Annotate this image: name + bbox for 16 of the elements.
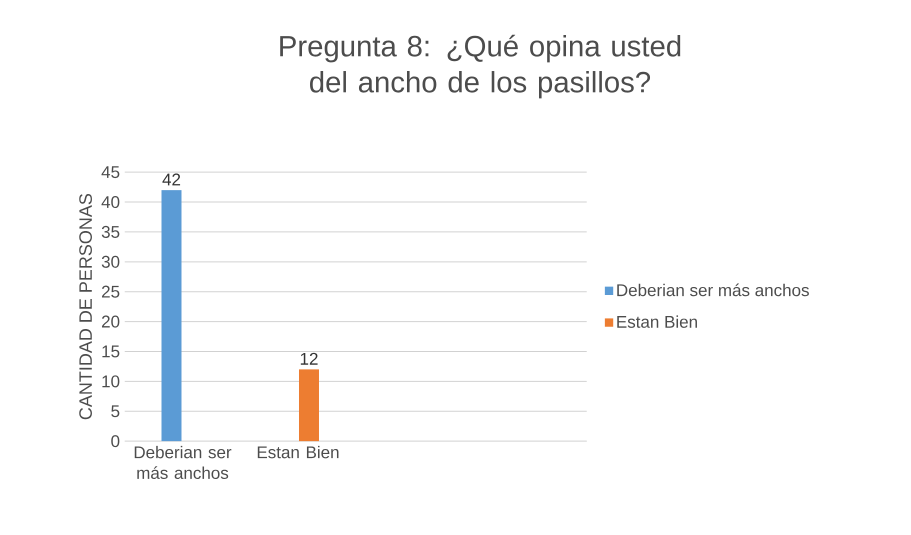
y-tick-label: 25 bbox=[102, 286, 120, 298]
legend-label: Deberian ser más anchos bbox=[617, 284, 809, 296]
y-tick-label: 45 bbox=[102, 166, 120, 178]
y-axis-title: CANTIDAD DE PERSONAS bbox=[79, 194, 92, 420]
data-label: 42 bbox=[162, 173, 180, 186]
y-tick-label: 35 bbox=[102, 226, 120, 238]
y-tick-label: 10 bbox=[102, 375, 120, 388]
y-tick-label: 15 bbox=[102, 346, 120, 358]
y-tick-label: 30 bbox=[102, 256, 120, 268]
y-tick-label: 40 bbox=[102, 196, 120, 208]
y-tick-label: 5 bbox=[111, 405, 120, 418]
data-label: 12 bbox=[300, 352, 318, 365]
chart-title: Pregunta 8: ¿Qué opina usted del ancho de los pasillos? bbox=[280, 34, 680, 98]
y-tick-label: 20 bbox=[102, 316, 120, 328]
y-tick-label: 0 bbox=[111, 435, 120, 448]
legend-label: Estan Bien bbox=[617, 315, 697, 328]
